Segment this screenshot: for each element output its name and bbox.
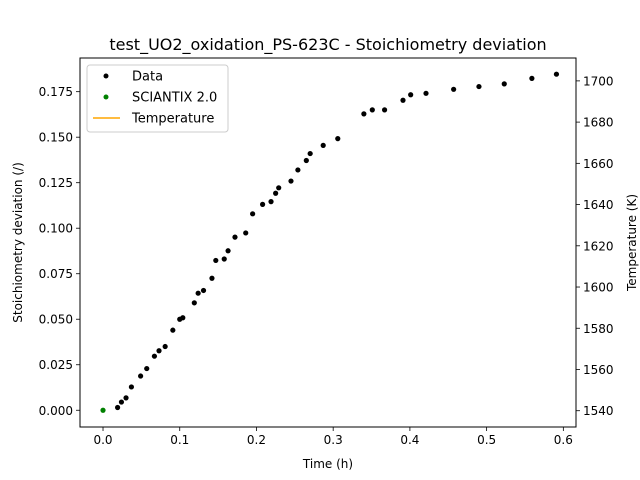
x-axis-ticks: 0.0 0.1 0.2 0.3 0.4 0.5 0.6 xyxy=(93,427,573,447)
y2-tick-label: 1680 xyxy=(583,116,614,130)
plot-frame xyxy=(79,57,577,428)
data-point xyxy=(250,211,256,217)
data-point xyxy=(221,256,227,262)
y-tick-label: 0.150 xyxy=(39,131,73,145)
data-point xyxy=(553,71,560,77)
y-tick-label: 0.175 xyxy=(39,85,73,99)
y2-tick-label: 1560 xyxy=(583,363,614,377)
data-point xyxy=(408,92,414,98)
sciantix-2-0-point xyxy=(100,407,106,413)
data-point xyxy=(209,275,215,281)
y-axis-ticks: 0.000 0.025 0.050 0.075 0.100 0.125 0.150 0.175 xyxy=(39,85,80,418)
data-point xyxy=(225,248,231,254)
data-point xyxy=(118,399,125,405)
data-point xyxy=(162,343,168,350)
legend-label-temperature: Temperature xyxy=(131,112,214,127)
data-point xyxy=(295,167,301,173)
data-point xyxy=(307,150,313,157)
data-point xyxy=(144,365,150,372)
data-point xyxy=(273,190,279,196)
data-point xyxy=(529,75,535,81)
y-tick-label: 0.025 xyxy=(39,358,73,372)
legend-marker-sciantix xyxy=(103,94,109,100)
x-tick-label: 0.6 xyxy=(554,433,573,447)
x-tick-label: 0.3 xyxy=(324,433,343,447)
data-point xyxy=(268,199,274,205)
data-point xyxy=(400,97,406,103)
data-point xyxy=(276,185,282,191)
y2-tick-label: 1540 xyxy=(583,404,614,418)
data-point xyxy=(200,287,207,294)
y-axis-label: Stoichiometry deviation (/) xyxy=(11,162,25,323)
y2-tick-label: 1600 xyxy=(583,281,614,295)
x-tick-label: 0.1 xyxy=(170,433,189,447)
legend-label-sciantix: SCIANTIX 2.0 xyxy=(132,91,217,106)
data-point xyxy=(361,111,367,117)
data-point xyxy=(423,90,429,96)
y2-axis-ticks: 1540 1560 1580 1600 1620 1640 1660 1680 1700 xyxy=(576,74,614,418)
data-point xyxy=(303,157,309,164)
data-point xyxy=(138,373,144,379)
data-point xyxy=(156,348,162,354)
data-point xyxy=(180,315,186,321)
y2-tick-label: 1640 xyxy=(583,198,614,212)
data-point xyxy=(381,107,388,113)
data-point xyxy=(114,404,121,411)
plot-points xyxy=(100,71,560,413)
data-point xyxy=(369,107,375,113)
data-point xyxy=(335,136,341,142)
x-tick-label: 0.2 xyxy=(247,433,266,447)
data-point xyxy=(320,142,326,148)
data-point xyxy=(476,83,482,90)
data-point xyxy=(213,257,219,264)
legend: Data SCIANTIX 2.0 Temperature xyxy=(86,64,229,133)
x-tick-label: 0.0 xyxy=(93,433,112,447)
y-tick-label: 0.125 xyxy=(39,176,73,190)
data-point xyxy=(501,81,507,87)
y-tick-label: 0.075 xyxy=(39,267,73,281)
data-point xyxy=(232,234,238,240)
y-tick-label: 0.100 xyxy=(39,222,73,236)
legend-marker-data xyxy=(103,73,109,79)
data-point xyxy=(151,353,158,359)
data-point xyxy=(170,327,176,333)
data-point xyxy=(243,230,249,236)
legend-label-data: Data xyxy=(132,70,163,85)
data-point xyxy=(191,300,197,306)
y2-axis-label: Temperature (K) xyxy=(625,194,639,292)
chart-title: test_UO2_oxidation_PS-623C - Stoichiomet… xyxy=(109,35,546,55)
legend-box xyxy=(86,64,229,133)
data-point xyxy=(451,86,457,92)
x-axis-label: Time (h) xyxy=(302,457,353,471)
data-point xyxy=(288,178,294,184)
data-point xyxy=(128,384,135,390)
data-point xyxy=(259,201,266,207)
data-point xyxy=(195,290,201,296)
data-point xyxy=(123,395,129,401)
y-tick-label: 0.050 xyxy=(39,313,73,327)
y2-tick-label: 1580 xyxy=(583,322,614,336)
y2-tick-label: 1700 xyxy=(583,74,614,88)
y2-tick-label: 1660 xyxy=(583,157,614,171)
y-tick-label: 0.000 xyxy=(39,404,73,418)
y2-tick-label: 1620 xyxy=(583,239,614,253)
x-tick-label: 0.5 xyxy=(477,433,496,447)
x-tick-label: 0.4 xyxy=(400,433,419,447)
